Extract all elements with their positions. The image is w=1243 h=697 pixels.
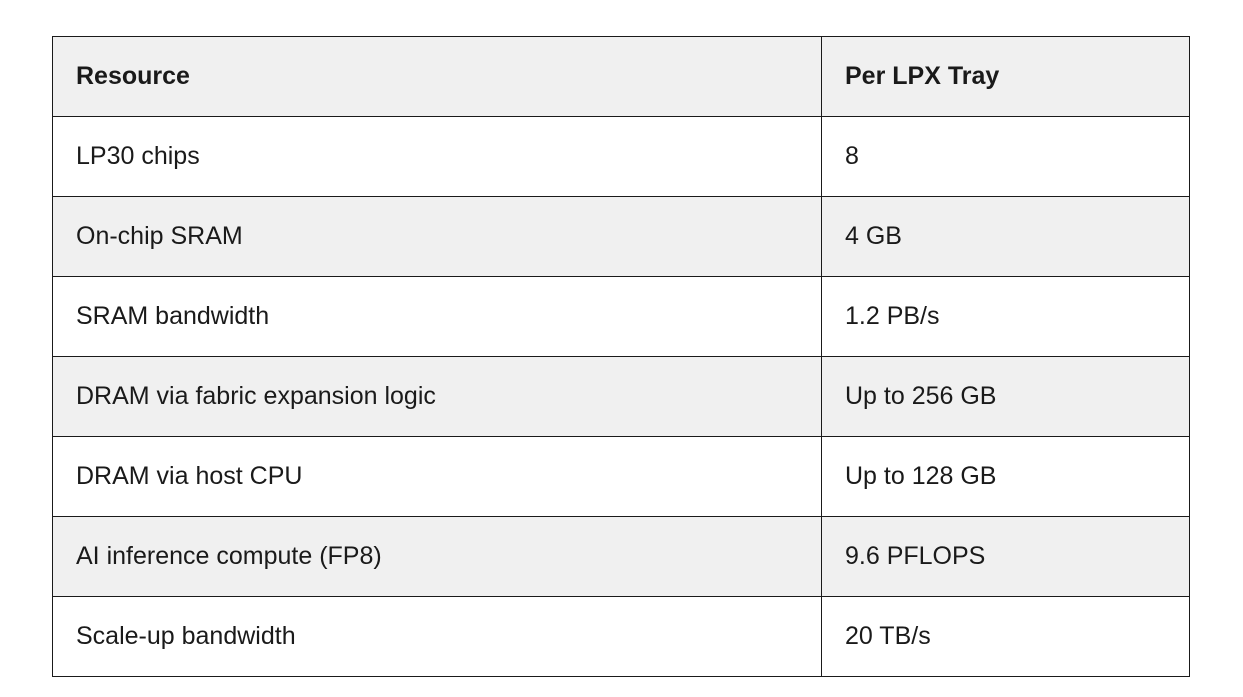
value-cell: Up to 128 GB	[821, 436, 1190, 517]
table-row: LP30 chips 8	[52, 116, 1190, 197]
resource-cell: DRAM via fabric expansion logic	[52, 356, 822, 437]
value-cell: Up to 256 GB	[821, 356, 1190, 437]
value-cell: 8	[821, 116, 1190, 197]
column-header-resource: Resource	[52, 36, 822, 117]
table-row: Scale-up bandwidth 20 TB/s	[52, 596, 1190, 677]
table-row: AI inference compute (FP8) 9.6 PFLOPS	[52, 516, 1190, 597]
table-row: DRAM via host CPU Up to 128 GB	[52, 436, 1190, 517]
resource-cell: AI inference compute (FP8)	[52, 516, 822, 597]
table-row: On-chip SRAM 4 GB	[52, 196, 1190, 277]
value-cell: 9.6 PFLOPS	[821, 516, 1190, 597]
table-header-row: Resource Per LPX Tray	[52, 36, 1190, 117]
value-cell: 4 GB	[821, 196, 1190, 277]
value-cell: 1.2 PB/s	[821, 276, 1190, 357]
resource-cell: Scale-up bandwidth	[52, 596, 822, 677]
resource-cell: DRAM via host CPU	[52, 436, 822, 517]
value-cell: 20 TB/s	[821, 596, 1190, 677]
resource-cell: LP30 chips	[52, 116, 822, 197]
column-header-per-lpx-tray: Per LPX Tray	[821, 36, 1190, 117]
resource-table: Resource Per LPX Tray LP30 chips 8 On-chip…	[52, 36, 1190, 677]
table-row: DRAM via fabric expansion logic Up to 256…	[52, 356, 1190, 437]
resource-cell: On-chip SRAM	[52, 196, 822, 277]
resource-cell: SRAM bandwidth	[52, 276, 822, 357]
table-row: SRAM bandwidth 1.2 PB/s	[52, 276, 1190, 357]
